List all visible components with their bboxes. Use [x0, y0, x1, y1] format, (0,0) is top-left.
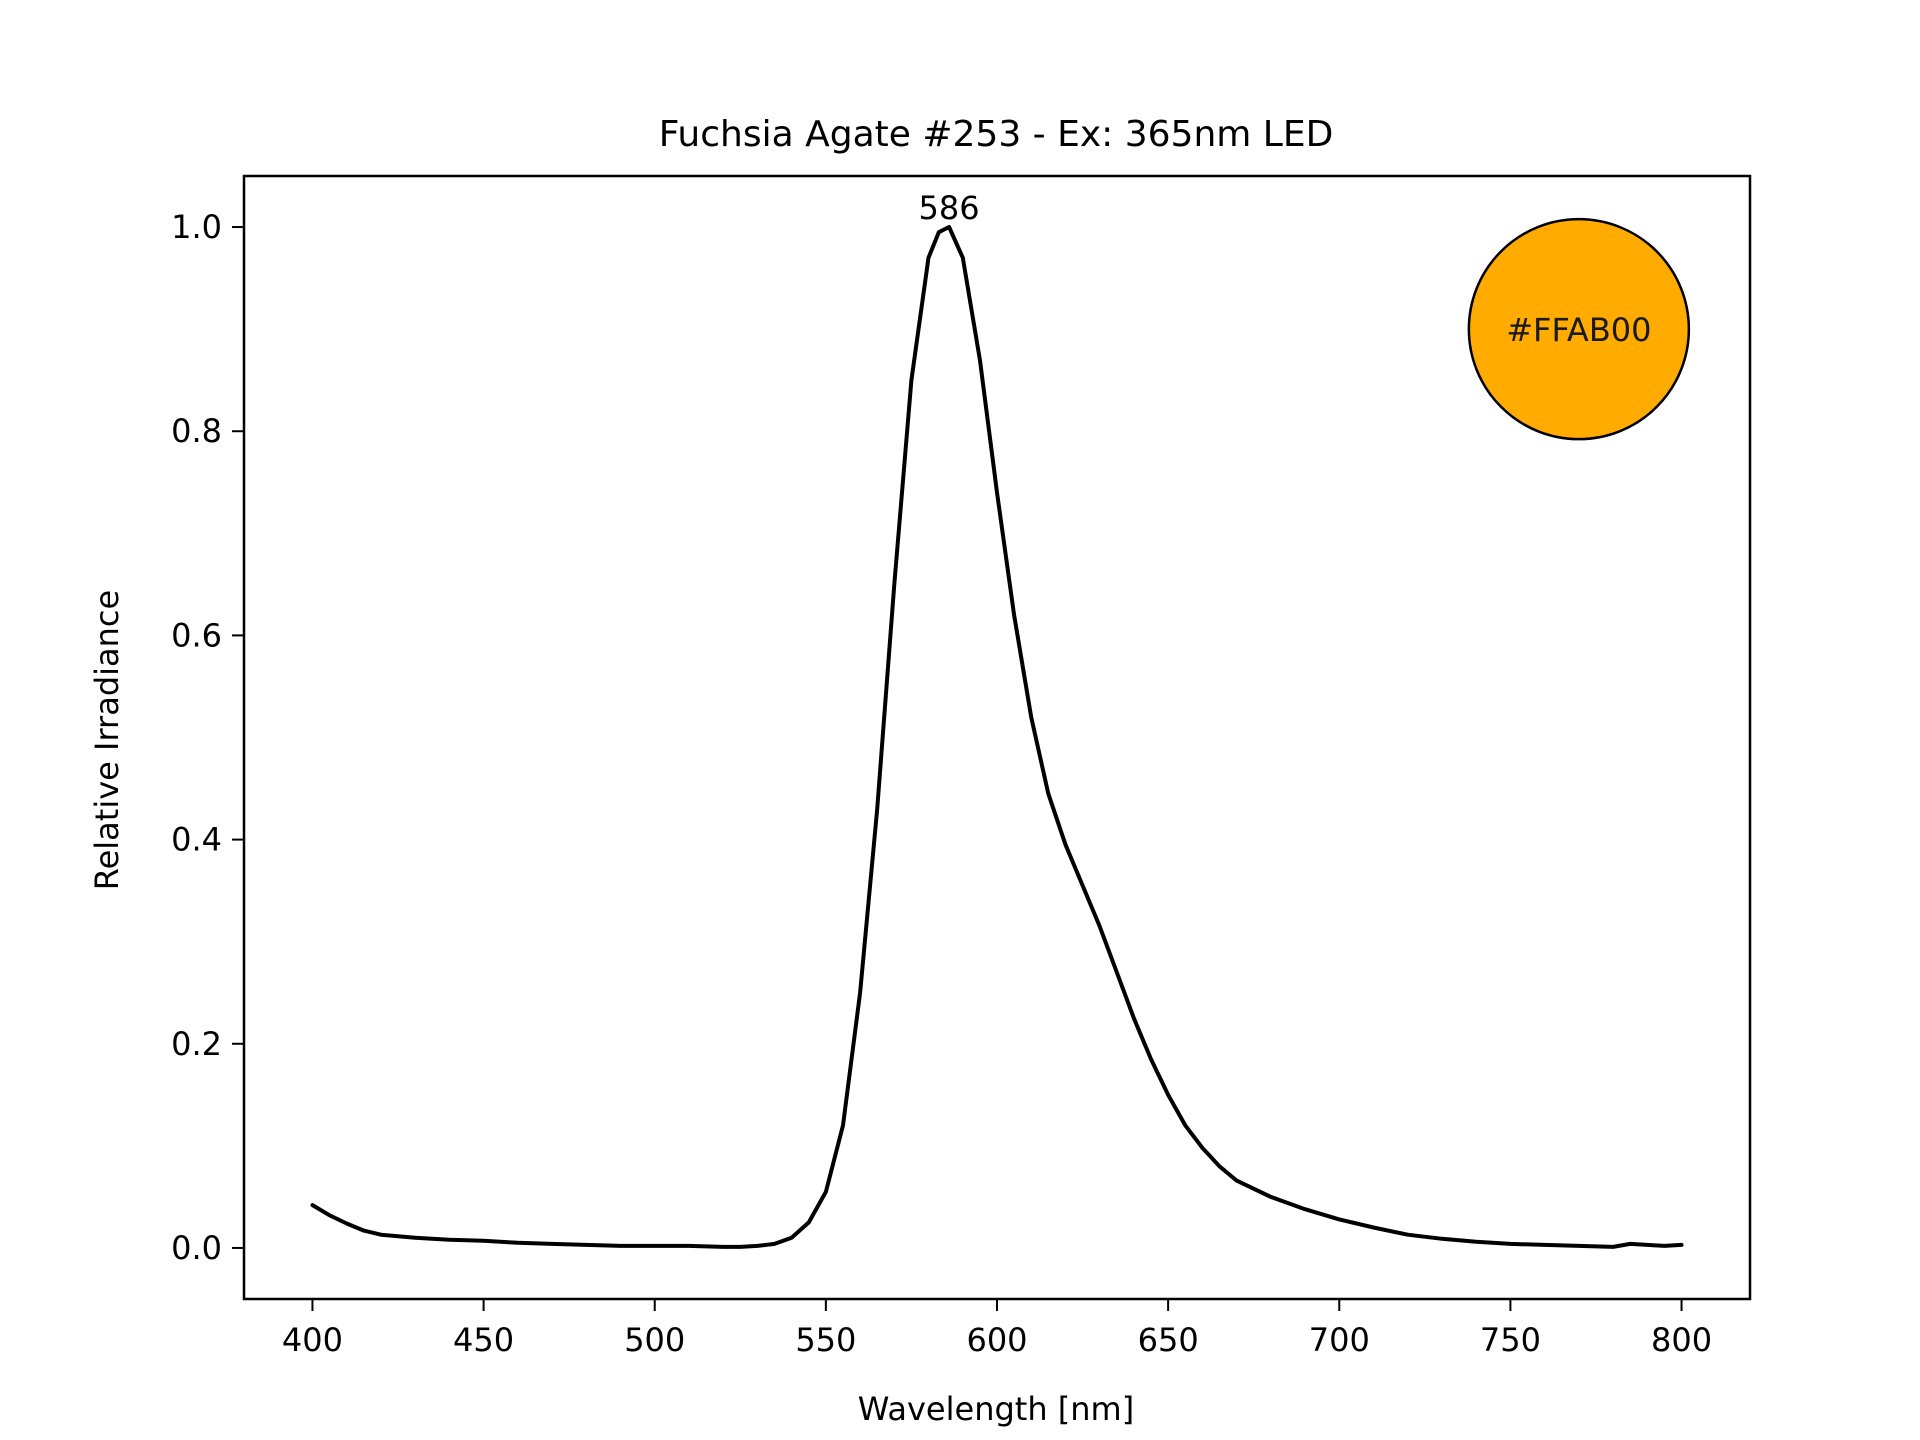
chart-title: Fuchsia Agate #253 - Ex: 365nm LED — [659, 114, 1334, 155]
series-line-0 — [310, 225, 1684, 1249]
x-tick-label: 450 — [453, 1321, 514, 1359]
axes: 400 450 500 550 600 650 700 750 800 0.0 0.2 0.4 0.6 0… — [171, 174, 1752, 1359]
y-tick-label: 0.2 — [171, 1025, 222, 1063]
x-tick-label: 550 — [795, 1321, 856, 1359]
color-swatch-circle — [1467, 217, 1691, 441]
x-tick-label: 400 — [282, 1321, 343, 1359]
x-tick-label: 650 — [1138, 1321, 1199, 1359]
y-tick-label: 0.0 — [171, 1229, 222, 1267]
x-tick-label: 700 — [1309, 1321, 1370, 1359]
y-axis-label: Relative Irradiance — [88, 590, 126, 890]
y-tick-label: 0.6 — [171, 616, 222, 654]
x-tick-label: 500 — [624, 1321, 685, 1359]
y-tick-label: 1.0 — [171, 208, 222, 246]
y-tick-label: 0.8 — [171, 412, 222, 450]
peak-label: 586 — [919, 189, 980, 227]
color-swatch-label: #FFAB00 — [1506, 311, 1651, 349]
x-tick-label: 600 — [966, 1321, 1027, 1359]
x-axis-label: Wavelength [nm] — [858, 1390, 1134, 1428]
plot-area: 586 #FFAB00 — [310, 189, 1691, 1249]
y-tick-label: 0.4 — [171, 821, 222, 859]
x-tick-label: 750 — [1480, 1321, 1541, 1359]
x-tick-label: 800 — [1651, 1321, 1712, 1359]
